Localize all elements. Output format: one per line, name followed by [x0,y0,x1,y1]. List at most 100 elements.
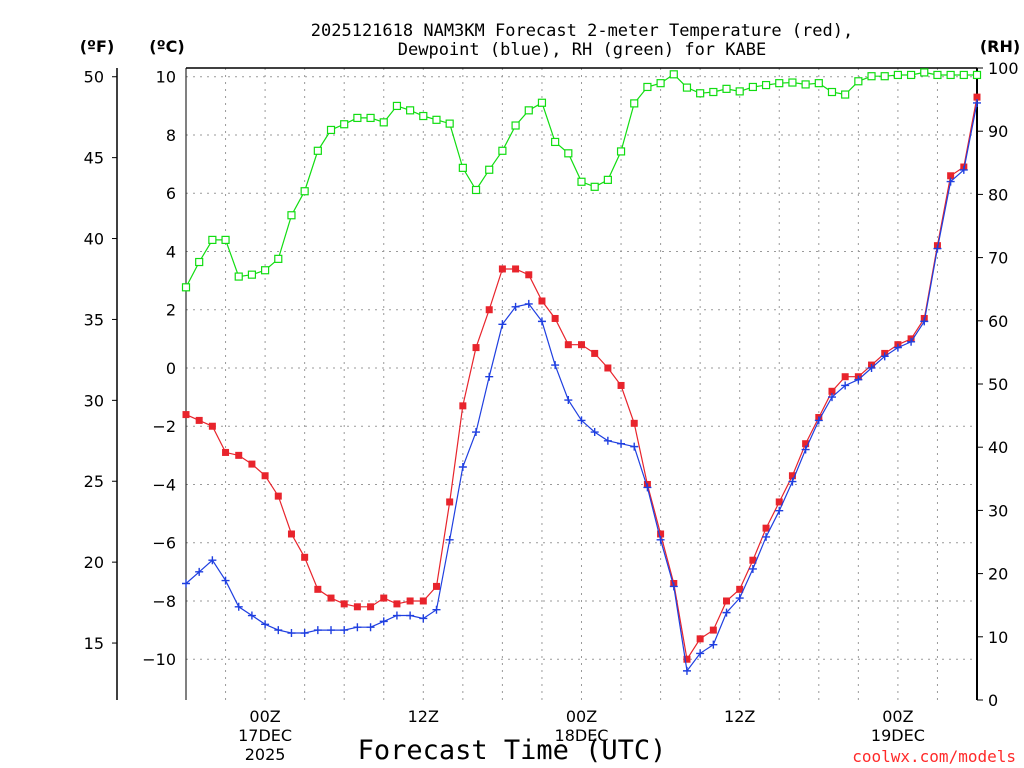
dewpoint-point [762,532,771,541]
temperature-point [222,448,230,456]
temperature-point [406,597,414,605]
rh-point [696,89,705,98]
rh-point [893,70,903,80]
rh-point [234,272,243,281]
fahrenheit-tick-label: 25 [84,472,104,491]
rh-tick-label: 60 [988,312,1008,331]
temperature-point [683,655,691,663]
celsius-tick-label: 0 [166,359,176,378]
rh-point [406,106,415,115]
dewpoint-point [827,393,836,402]
celsius-axis-unit: (ºC) [149,37,184,56]
celsius-tick-label: −8 [152,592,176,611]
dewpoint-point [537,317,546,326]
dewpoint-point [946,177,955,186]
x-tick-label: 00Z [249,707,280,726]
dewpoint-point [603,436,612,445]
rh-point [709,87,718,97]
temperature-point [485,306,493,314]
dewpoint-point [234,602,243,611]
rh-axis-unit: (RH) [980,37,1020,56]
dewpoint-point [907,337,916,346]
temperature-point [248,460,256,468]
temperature-point [261,472,269,480]
rh-point [972,70,982,80]
temperature-point [802,440,810,448]
dewpoint-point [524,299,533,308]
temperature-point [551,314,559,322]
temperature-point [287,530,295,538]
dewpoint-point [814,416,823,425]
dewpoint-point [432,605,441,614]
rh-point [445,119,454,128]
dewpoint-point [854,375,863,384]
dewpoint-point [287,629,296,638]
dewpoint-point [959,165,968,174]
rh-point [458,163,467,172]
temperature-point [736,585,744,593]
temperature-point [538,297,546,305]
rh-point [682,83,692,92]
temperature-point [657,530,665,538]
temperature-point [208,422,216,430]
rh-point [841,90,850,99]
rh-point [261,266,270,275]
dewpoint-point [406,611,415,620]
rh-tick-label: 50 [988,375,1008,394]
dewpoint-point [379,617,388,626]
temperature-point [709,626,717,634]
rh-point [748,82,757,92]
rh-point [827,87,837,97]
x-axis-label: Forecast Time (UTC) [358,735,667,766]
chart-title-line-2: Dewpoint (blue), RH (green) for KABE [398,40,766,60]
dewpoint-point [366,623,375,632]
series-rh [181,68,982,292]
rh-tick-label: 30 [988,501,1008,520]
dewpoint-point [748,564,757,573]
rh-tick-label: 20 [988,565,1008,584]
celsius-tick-label: 4 [166,242,176,261]
dewpoint-point [445,535,454,544]
dewpoint-point [630,442,639,451]
rh-point [590,182,599,191]
x-tick-label: 12Z [408,707,439,726]
rh-point [906,70,916,80]
temperature-point [841,373,849,381]
rh-point [524,106,533,115]
temperature-point [380,594,388,602]
fahrenheit-axis-unit: (ºF) [80,37,115,56]
celsius-tick-label: 8 [166,126,176,145]
x-tick-label: 00Z [882,707,913,726]
rh-tick-label: 100 [988,59,1019,78]
dewpoint-point [208,556,217,565]
rh-point [221,235,230,245]
dewpoint-point [669,582,678,591]
rh-tick-label: 40 [988,438,1008,457]
rh-tick-label: 10 [988,628,1008,647]
rh-point [471,185,481,195]
fahrenheit-tick-label: 40 [84,230,104,249]
celsius-tick-label: −4 [152,475,176,494]
fahrenheit-tick-label: 45 [84,149,104,168]
rh-point [616,147,626,156]
temperature-point [564,341,572,349]
dewpoint-point [590,428,599,437]
celsius-tick-label: 6 [166,184,176,203]
rh-point [630,99,639,108]
celsius-tick-label: −2 [152,417,176,436]
dewpoint-point [709,640,718,649]
grid-lines [186,68,977,700]
rh-point [195,257,204,267]
rh-point [326,125,336,135]
rh-point [300,187,309,196]
temperature-point [947,172,955,180]
rh-tick-label: 0 [988,691,998,710]
dewpoint-point [973,98,981,107]
rh-point [801,80,810,89]
temperature-point [578,341,585,349]
temperature-point [274,492,282,500]
rh-point [933,70,942,80]
celsius-tick-label: −6 [152,534,176,553]
rh-point [656,79,665,88]
rh-point [814,79,823,88]
